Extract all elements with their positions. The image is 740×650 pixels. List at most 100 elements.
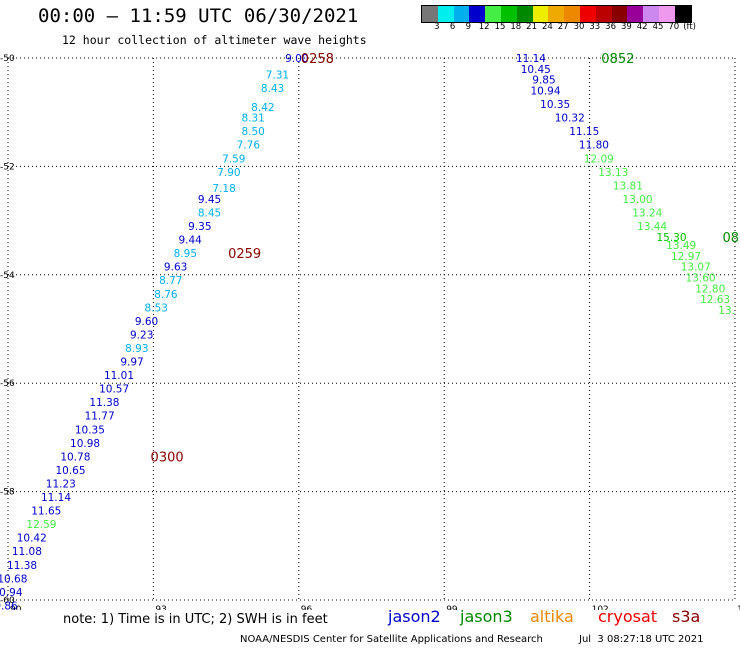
wave-height-label: 9.97 (120, 357, 143, 369)
legend-altika: altika (530, 607, 574, 626)
legend-tick-label: 45 (652, 22, 664, 32)
wave-height-label: 8.50 (241, 126, 264, 138)
wave-height-label: 10.45 (521, 64, 551, 76)
legend-swatch (564, 6, 580, 22)
x-tick-label: 96 (301, 605, 313, 610)
wave-height-label: 8.45 (198, 207, 221, 219)
legend-tick-label: 3 (434, 22, 440, 32)
wave-height-label: 12.09 (584, 153, 614, 165)
legend-swatch (500, 6, 517, 22)
legend-jason2: jason2 (388, 607, 441, 626)
wave-height-label: 10.78 (60, 451, 90, 463)
wave-height-label: 9.23 (130, 329, 153, 341)
color-legend-bar (421, 5, 692, 23)
pass-time-label: 0259 (228, 247, 261, 262)
legend-swatch (532, 6, 549, 22)
legend-jason3: jason3 (460, 607, 513, 626)
plot-area: 90 93 96 99 102 105 -50 -52 -54 -56 -58 -60 9.00 7.31… (0, 52, 740, 610)
wave-height-label: 10.42 (17, 533, 47, 545)
legend-tick-label: 6 (449, 22, 456, 32)
wave-height-label: 10.35 (540, 99, 570, 111)
credit-timestamp: Jul 3 08:27:18 UTC 2021 (579, 634, 704, 645)
wave-height-label: 15.30 (656, 232, 686, 244)
wave-height-label: 11.65 (31, 506, 61, 518)
legend-tick-label: 24 (541, 22, 553, 32)
wave-height-label: 7.18 (212, 183, 235, 195)
wave-height-label: 13.07 (681, 262, 711, 274)
wave-height-label: 9.60 (135, 316, 158, 328)
wave-height-label: 11.77 (85, 411, 115, 423)
wave-height-label: 10.94 (0, 587, 23, 599)
x-tick-label: 105 (737, 605, 740, 610)
legend-swatch (627, 6, 644, 22)
y-tick-label: -58 (0, 488, 15, 498)
wave-height-label: 9.45 (198, 194, 221, 206)
y-tick-label: -60 (0, 596, 15, 606)
legend-tick-label: 30 (573, 22, 585, 32)
wave-height-label: 9.35 (188, 221, 211, 233)
wave-height-label: 13. (718, 305, 735, 317)
wave-height-label: 10.68 (0, 573, 27, 585)
wave-height-label: 8.43 (261, 83, 284, 95)
legend-tick-label: 12 (478, 22, 490, 32)
legend-swatch (595, 6, 612, 22)
legend-tick-label: 70 (668, 22, 680, 32)
legend-swatch (579, 6, 596, 22)
color-legend-labels: 3 6 9 12 15 18 21 24 27 30 33 36 39 42 45 70 (ft) (421, 22, 740, 34)
wave-height-label: 13.60 (686, 273, 716, 285)
x-tick-label: 90 (10, 605, 22, 610)
wave-height-label: 11.38 (7, 560, 37, 572)
legend-swatch (674, 6, 691, 22)
legend-s3a: s3a (672, 607, 701, 626)
legend-swatch (658, 6, 675, 22)
legend-swatch (469, 6, 486, 22)
legend-tick-label: 15 (494, 22, 506, 32)
wave-height-label: 11.08 (12, 546, 42, 558)
legend-tick-label: 42 (636, 22, 648, 32)
x-tick-label: 102 (592, 605, 609, 610)
legend-swatch (437, 6, 454, 22)
wave-height-label: 13.13 (598, 167, 628, 179)
wave-height-label: 9.00 (285, 53, 308, 65)
pass-time-label: 0300 (151, 450, 184, 465)
wave-height-label: 11.23 (46, 478, 76, 490)
wave-height-label: 10.94 (530, 86, 560, 98)
wave-height-label: 7.31 (266, 69, 289, 81)
wave-height-label: 7.76 (237, 140, 261, 152)
wave-height-label: 11.38 (89, 397, 119, 409)
pass-time-label: 0852 (601, 52, 634, 67)
wave-height-label: 8.95 (174, 248, 197, 260)
legend-tick-label: 21 (526, 22, 538, 32)
wave-height-label: 10.98 (70, 438, 100, 450)
y-tick-label: -54 (0, 271, 15, 281)
y-tick-label: -56 (0, 379, 15, 389)
x-tick-label: 99 (446, 605, 458, 610)
legend-tick-label: 27 (557, 22, 569, 32)
wave-height-label: 8.77 (159, 275, 182, 287)
legend-tick-label: 33 (589, 22, 601, 32)
legend-tick-label: 39 (620, 22, 632, 32)
wave-height-label: 11.14 (41, 492, 71, 504)
wave-height-label: 11.14 (516, 53, 546, 65)
wave-height-label: 9.86 (0, 600, 18, 610)
y-tick-label: -50 (0, 54, 15, 64)
legend-swatch (643, 6, 659, 22)
legend-cryosat: cryosat (598, 607, 658, 626)
wave-height-label: 13.00 (623, 194, 653, 206)
chart-subtitle: 12 hour collection of altimeter wave hei… (62, 33, 367, 47)
footer-note: note: 1) Time is in UTC; 2) SWH is in fe… (63, 612, 328, 627)
legend-tick-label: 18 (510, 22, 522, 32)
pass-time-label: 0853 (722, 231, 740, 246)
credit-line: NOAA/NESDIS Center for Satellite Applica… (240, 634, 543, 645)
wave-height-label: 8.42 (251, 102, 274, 114)
wave-height-label: 13.81 (613, 180, 643, 192)
wave-height-label: 11.01 (104, 370, 134, 382)
x-tick-label: 93 (155, 605, 166, 610)
wave-height-label: 10.32 (555, 113, 585, 125)
wave-height-label: 13.44 (637, 221, 667, 233)
wave-height-label: 7.90 (217, 167, 240, 179)
wave-height-label: 12.59 (26, 519, 56, 531)
wave-height-label: 8.93 (125, 343, 148, 355)
legend-tick-label: 36 (605, 22, 617, 32)
wave-height-label: 12.97 (671, 251, 701, 263)
